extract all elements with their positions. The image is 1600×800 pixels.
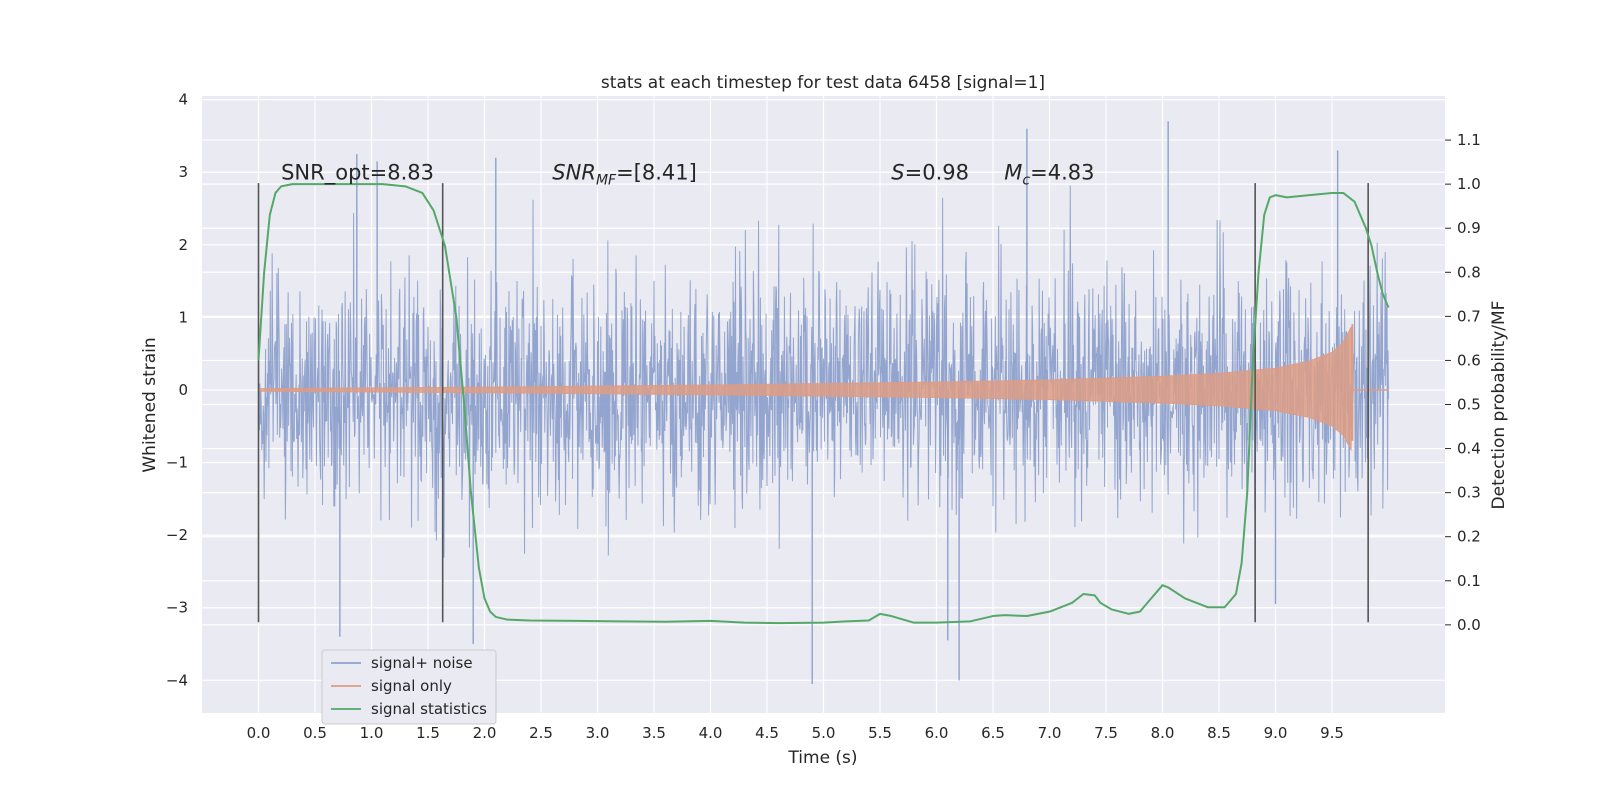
- y2-tick-label: 0.2: [1457, 528, 1481, 546]
- noise-series-layer: [258, 121, 1389, 684]
- x-axis-label: Time (s): [787, 748, 857, 768]
- x-tick-label: 4.0: [699, 724, 723, 742]
- x-tick-label: 5.0: [812, 724, 836, 742]
- y2-tick-label: 0.0: [1457, 616, 1481, 634]
- legend: signal+ noise signal only signal statist…: [321, 649, 497, 725]
- y-tick-label: −3: [166, 599, 188, 617]
- y-tick-label: 2: [178, 236, 188, 254]
- y2-axis-label: Detection probability/MF: [1489, 301, 1509, 510]
- y-tick-labels: −4 −3 −2 −1 0 1 2 3 4: [166, 91, 188, 690]
- y-tick-label: 3: [178, 163, 188, 181]
- annotation-s-stat: S=0.98: [891, 160, 969, 184]
- legend-label-signal-only: signal only: [371, 677, 452, 695]
- y2-tick-label: 0.5: [1457, 396, 1481, 414]
- annotation-layer: SNR_opt=8.83 SNRMF=[8.41] S=0.98 Mc=4.83: [281, 160, 1094, 188]
- x-tick-label: 1.0: [360, 724, 384, 742]
- y2-tick-label: 0.3: [1457, 484, 1481, 502]
- x-tick-label: 4.5: [755, 724, 779, 742]
- x-tick-label: 8.0: [1151, 724, 1175, 742]
- annotation-snr-mf: SNRMF=[8.41]: [552, 160, 697, 188]
- x-tick-labels: 0.0 0.5 1.0 1.5 2.0 2.5 3.0 3.5 4.0 4.5 5.0 5.5 6.0 6…: [247, 724, 1344, 742]
- legend-label-signal-noise: signal+ noise: [371, 654, 473, 672]
- y-tick-label: 4: [178, 91, 188, 109]
- annotation-snr-opt: SNR_opt=8.83: [281, 160, 434, 185]
- statistics-series-layer: [257, 183, 1390, 625]
- x-tick-label: 2.5: [529, 724, 553, 742]
- x-tick-label: 7.0: [1038, 724, 1062, 742]
- y-tick-label: −1: [166, 454, 188, 472]
- y2-tick-label: 0.4: [1457, 440, 1481, 458]
- y2-tick-labels: 0.0 0.1 0.2 0.3 0.4 0.5 0.6 0.7 0.8 0.9 1.0 1.1: [1445, 131, 1481, 634]
- signal-noise-trace: [258, 185, 1389, 558]
- x-tick-label: 9.5: [1320, 724, 1344, 742]
- x-tick-label: 3.5: [642, 724, 666, 742]
- y-tick-label: 1: [178, 308, 188, 326]
- marker-layer: [257, 183, 1369, 623]
- x-tick-label: 1.5: [416, 724, 440, 742]
- x-tick-label: 6.0: [925, 724, 949, 742]
- y-tick-label: 0: [178, 381, 188, 399]
- x-tick-label: 7.5: [1094, 724, 1118, 742]
- x-tick-label: 9.0: [1264, 724, 1288, 742]
- x-tick-label: 6.5: [981, 724, 1005, 742]
- signal-statistics-line: [257, 183, 1390, 625]
- x-tick-label: 0.0: [247, 724, 271, 742]
- x-tick-label: 5.5: [868, 724, 892, 742]
- legend-label-signal-statistics: signal statistics: [371, 700, 487, 718]
- y2-tick-label: 0.8: [1457, 263, 1481, 281]
- y-tick-label: −2: [166, 526, 188, 544]
- y2-tick-label: 1.0: [1457, 175, 1481, 193]
- legend-box: [321, 649, 497, 725]
- y-tick-label: −4: [166, 671, 188, 689]
- y-axis-label: Whitened strain: [140, 337, 160, 472]
- x-tick-label: 8.5: [1207, 724, 1231, 742]
- annotation-chirp-mass: Mc=4.83: [1004, 160, 1094, 188]
- y2-tick-label: 1.1: [1457, 131, 1481, 149]
- y2-tick-label: 0.1: [1457, 572, 1481, 590]
- y2-tick-label: 0.9: [1457, 219, 1481, 237]
- x-tick-label: 2.0: [473, 724, 497, 742]
- y2-tick-label: 0.6: [1457, 351, 1481, 369]
- x-tick-label: 3.0: [586, 724, 610, 742]
- x-tick-label: 0.5: [303, 724, 327, 742]
- y2-tick-label: 0.7: [1457, 307, 1481, 325]
- chart-title: stats at each timestep for test data 645…: [601, 73, 1045, 93]
- chirp-series-layer: [258, 324, 1389, 452]
